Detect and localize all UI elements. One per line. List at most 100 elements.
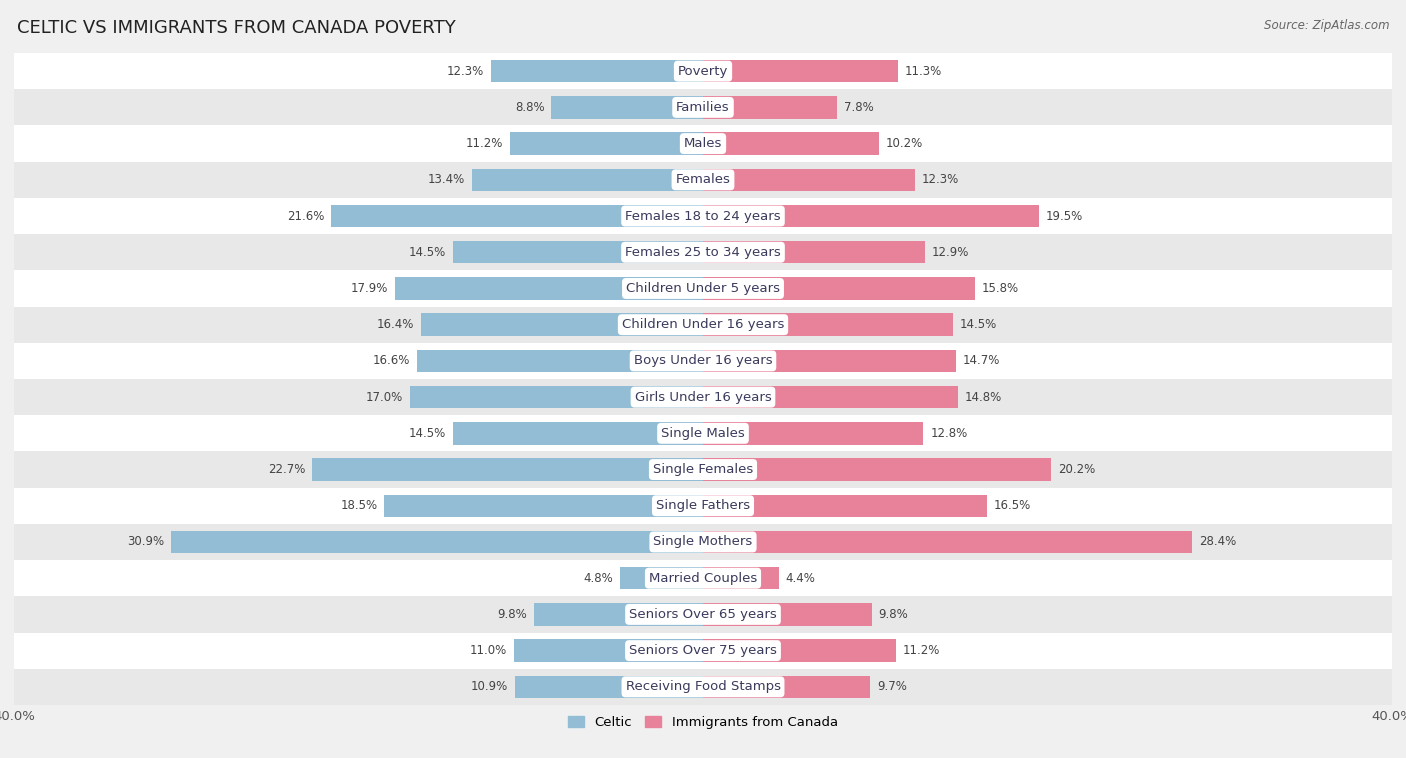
Bar (14, 632, 1392, 669)
Text: 30.9%: 30.9% (127, 535, 165, 549)
Bar (420, 314, 703, 336)
Bar (453, 241, 703, 264)
Bar (411, 386, 703, 409)
Text: 14.5%: 14.5% (409, 246, 446, 258)
Bar (14, 126, 1392, 161)
Bar (418, 349, 703, 372)
Text: Receiving Food Stamps: Receiving Food Stamps (626, 681, 780, 694)
Bar (515, 675, 703, 698)
Bar (14, 53, 1392, 89)
Text: 14.8%: 14.8% (965, 390, 1002, 403)
Bar (14, 669, 1392, 705)
Text: 15.8%: 15.8% (981, 282, 1019, 295)
Text: 12.3%: 12.3% (922, 174, 959, 186)
Bar (14, 524, 1392, 560)
Bar (14, 452, 1392, 487)
Text: 18.5%: 18.5% (340, 500, 377, 512)
Text: Single Males: Single Males (661, 427, 745, 440)
Bar (620, 567, 703, 590)
Legend: Celtic, Immigrants from Canada: Celtic, Immigrants from Canada (562, 710, 844, 735)
Text: 19.5%: 19.5% (1046, 209, 1083, 223)
Text: Single Mothers: Single Mothers (654, 535, 752, 549)
Text: 8.8%: 8.8% (515, 101, 544, 114)
Bar (703, 531, 1192, 553)
Bar (472, 168, 703, 191)
Text: Boys Under 16 years: Boys Under 16 years (634, 355, 772, 368)
Text: Females: Females (675, 174, 731, 186)
Bar (703, 494, 987, 517)
Bar (14, 379, 1392, 415)
Text: Females 18 to 24 years: Females 18 to 24 years (626, 209, 780, 223)
Bar (14, 271, 1392, 306)
Bar (14, 343, 1392, 379)
Bar (14, 89, 1392, 126)
Text: 7.8%: 7.8% (844, 101, 875, 114)
Bar (513, 640, 703, 662)
Text: 22.7%: 22.7% (267, 463, 305, 476)
Text: 14.5%: 14.5% (409, 427, 446, 440)
Text: 20.2%: 20.2% (1057, 463, 1095, 476)
Bar (534, 603, 703, 625)
Text: CELTIC VS IMMIGRANTS FROM CANADA POVERTY: CELTIC VS IMMIGRANTS FROM CANADA POVERTY (17, 19, 456, 37)
Text: 11.0%: 11.0% (470, 644, 506, 657)
Bar (491, 60, 703, 83)
Bar (703, 459, 1050, 481)
Text: Married Couples: Married Couples (650, 572, 756, 584)
Text: Single Fathers: Single Fathers (657, 500, 749, 512)
Text: Source: ZipAtlas.com: Source: ZipAtlas.com (1264, 19, 1389, 32)
Text: 12.9%: 12.9% (932, 246, 970, 258)
Text: Children Under 16 years: Children Under 16 years (621, 318, 785, 331)
Bar (14, 597, 1392, 632)
Bar (14, 234, 1392, 271)
Text: 4.8%: 4.8% (583, 572, 613, 584)
Bar (14, 415, 1392, 452)
Text: 9.7%: 9.7% (877, 681, 907, 694)
Bar (703, 277, 976, 299)
Bar (703, 241, 925, 264)
Text: 16.6%: 16.6% (373, 355, 411, 368)
Bar (312, 459, 703, 481)
Text: 11.2%: 11.2% (903, 644, 941, 657)
Text: 12.8%: 12.8% (931, 427, 967, 440)
Bar (703, 386, 957, 409)
Text: Seniors Over 65 years: Seniors Over 65 years (628, 608, 778, 621)
Bar (330, 205, 703, 227)
Bar (14, 306, 1392, 343)
Text: 28.4%: 28.4% (1199, 535, 1236, 549)
Text: Males: Males (683, 137, 723, 150)
Bar (703, 640, 896, 662)
Bar (170, 531, 703, 553)
Text: Seniors Over 75 years: Seniors Over 75 years (628, 644, 778, 657)
Bar (14, 487, 1392, 524)
Text: 11.3%: 11.3% (904, 64, 942, 77)
Text: 9.8%: 9.8% (498, 608, 527, 621)
Bar (14, 560, 1392, 597)
Bar (551, 96, 703, 118)
Bar (703, 603, 872, 625)
Bar (703, 567, 779, 590)
Text: Poverty: Poverty (678, 64, 728, 77)
Text: 12.3%: 12.3% (447, 64, 484, 77)
Bar (14, 161, 1392, 198)
Bar (703, 133, 879, 155)
Text: 4.4%: 4.4% (786, 572, 815, 584)
Bar (14, 198, 1392, 234)
Text: Girls Under 16 years: Girls Under 16 years (634, 390, 772, 403)
Text: 10.2%: 10.2% (886, 137, 922, 150)
Bar (510, 133, 703, 155)
Text: Single Females: Single Females (652, 463, 754, 476)
Bar (384, 494, 703, 517)
Bar (453, 422, 703, 444)
Bar (703, 168, 915, 191)
Text: Children Under 5 years: Children Under 5 years (626, 282, 780, 295)
Bar (703, 675, 870, 698)
Text: 16.5%: 16.5% (994, 500, 1032, 512)
Text: Families: Families (676, 101, 730, 114)
Bar (395, 277, 703, 299)
Bar (703, 96, 838, 118)
Text: Females 25 to 34 years: Females 25 to 34 years (626, 246, 780, 258)
Bar (703, 314, 953, 336)
Text: 16.4%: 16.4% (377, 318, 413, 331)
Text: 10.9%: 10.9% (471, 681, 509, 694)
Text: 9.8%: 9.8% (879, 608, 908, 621)
